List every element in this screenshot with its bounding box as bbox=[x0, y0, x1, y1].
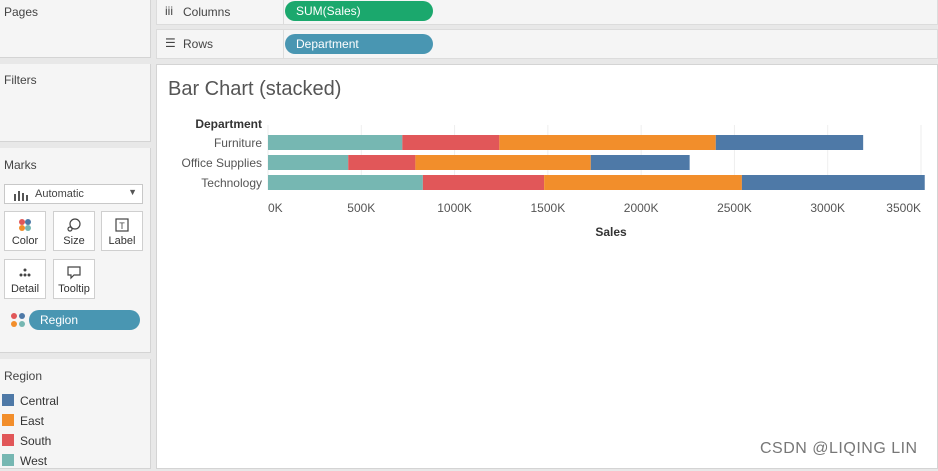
size-card-label: Size bbox=[63, 235, 85, 247]
mark-type-dropdown[interactable]: Automatic ▼ bbox=[4, 184, 143, 204]
x-tick-label: 2500K bbox=[717, 201, 752, 215]
region-legend: Region Central East South West bbox=[0, 359, 151, 469]
columns-shelf[interactable]: iii Columns SUM(Sales) bbox=[156, 0, 938, 25]
tooltip-card[interactable]: Tooltip bbox=[53, 259, 95, 299]
bar-segment-central[interactable] bbox=[590, 155, 690, 170]
rows-label: Rows bbox=[183, 37, 214, 51]
tooltip-icon bbox=[67, 266, 81, 280]
sum-sales-pill[interactable]: SUM(Sales) bbox=[285, 1, 433, 21]
x-tick-label: 3500K bbox=[886, 201, 921, 215]
bar-segment-east[interactable] bbox=[415, 155, 591, 170]
bar-segment-east[interactable] bbox=[499, 135, 716, 150]
bar-segment-central[interactable] bbox=[715, 135, 864, 150]
legend-item-east[interactable]: East bbox=[0, 411, 150, 431]
bar-segment-west[interactable] bbox=[268, 135, 403, 150]
color-card[interactable]: Color bbox=[4, 211, 46, 251]
bar-segment-south[interactable] bbox=[422, 175, 545, 190]
x-tick-label: 0K bbox=[268, 201, 283, 215]
filters-panel[interactable]: Filters bbox=[0, 64, 151, 142]
columns-label: Columns bbox=[183, 5, 231, 19]
detail-card[interactable]: Detail bbox=[4, 259, 46, 299]
x-tick-label: 1000K bbox=[437, 201, 472, 215]
category-label: Technology bbox=[201, 176, 262, 190]
central-swatch bbox=[2, 394, 14, 406]
legend-label: East bbox=[20, 414, 45, 428]
east-swatch bbox=[2, 414, 14, 426]
pages-panel[interactable]: Pages bbox=[0, 0, 151, 58]
bar-segment-south[interactable] bbox=[402, 135, 500, 150]
size-icon bbox=[67, 218, 81, 232]
west-swatch bbox=[2, 454, 14, 466]
category-label: Office Supplies bbox=[182, 156, 263, 170]
x-tick-label: 500K bbox=[347, 201, 375, 215]
department-pill[interactable]: Department bbox=[285, 34, 433, 54]
marks-title: Marks bbox=[4, 158, 37, 172]
label-card-label: Label bbox=[108, 235, 136, 247]
south-swatch bbox=[2, 434, 14, 446]
tooltip-card-label: Tooltip bbox=[58, 283, 90, 295]
legend-label: South bbox=[20, 434, 52, 448]
chevron-down-icon: ▼ bbox=[128, 187, 137, 197]
bar-segment-south[interactable] bbox=[348, 155, 416, 170]
bar-segment-central[interactable] bbox=[741, 175, 925, 190]
label-card[interactable]: T Label bbox=[101, 211, 143, 251]
bar-segment-west[interactable] bbox=[268, 155, 349, 170]
rows-icon: ☰ bbox=[165, 36, 176, 50]
legend-item-south[interactable]: South bbox=[0, 431, 150, 451]
category-label: Furniture bbox=[214, 136, 262, 150]
bar-segment-east[interactable] bbox=[544, 175, 742, 190]
chart-view bbox=[156, 64, 938, 469]
rows-shelf[interactable]: ☰ Rows Department bbox=[156, 29, 938, 59]
columns-icon: iii bbox=[165, 4, 173, 18]
columns-shelf-label: iii Columns bbox=[157, 0, 284, 24]
bar-segment-west[interactable] bbox=[268, 175, 423, 190]
rows-shelf-label: ☰ Rows bbox=[157, 30, 284, 58]
mark-type-label: Automatic bbox=[35, 188, 84, 200]
color-icon bbox=[11, 313, 25, 327]
label-icon: T bbox=[115, 218, 129, 232]
color-icon bbox=[19, 219, 31, 231]
x-tick-label: 1500K bbox=[531, 201, 566, 215]
marks-panel: Marks Automatic ▼ Color Size T Label Det… bbox=[0, 148, 151, 353]
size-card[interactable]: Size bbox=[53, 211, 95, 251]
filters-title: Filters bbox=[4, 73, 37, 87]
bar-mark-icon bbox=[14, 191, 28, 201]
legend-item-west[interactable]: West bbox=[0, 451, 150, 471]
detail-card-label: Detail bbox=[10, 283, 40, 295]
legend-label: Central bbox=[20, 394, 59, 408]
legend-title: Region bbox=[4, 369, 43, 383]
color-card-label: Color bbox=[11, 235, 39, 247]
pages-title: Pages bbox=[4, 5, 39, 19]
region-marks-pill[interactable]: Region bbox=[29, 310, 140, 330]
legend-item-central[interactable]: Central bbox=[0, 391, 150, 411]
x-axis-title: Sales bbox=[595, 225, 627, 239]
row-header: Department bbox=[195, 117, 262, 131]
x-tick-label: 3000K bbox=[810, 201, 845, 215]
svg-text:T: T bbox=[119, 221, 125, 231]
watermark: CSDN @LIQING LIN bbox=[760, 440, 918, 457]
legend-label: West bbox=[20, 454, 48, 468]
detail-icon bbox=[19, 268, 31, 277]
stacked-bar-chart: Furniture Office Supplies Technology 0K 500… bbox=[182, 117, 925, 239]
chart-title: Bar Chart (stacked) bbox=[168, 78, 342, 100]
x-tick-label: 2000K bbox=[624, 201, 659, 215]
